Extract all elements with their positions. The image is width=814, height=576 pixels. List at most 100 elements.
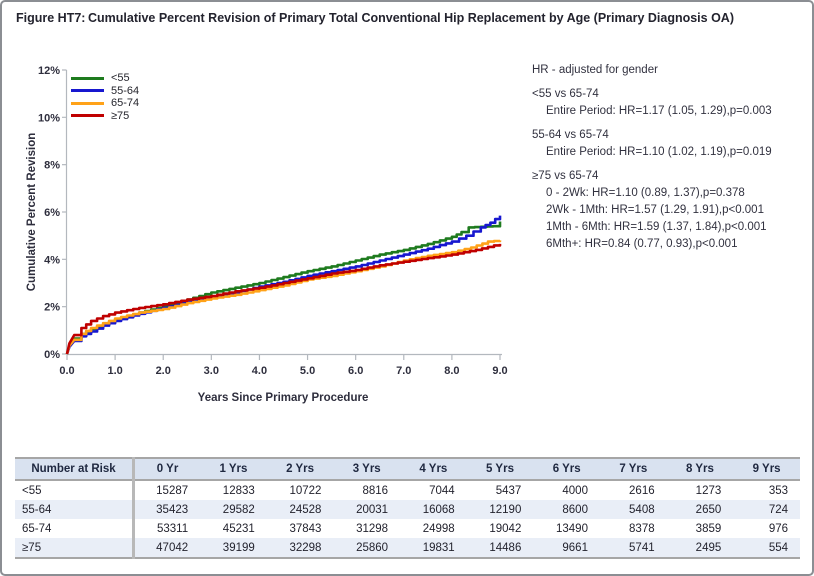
table-cell: 24998 [422,522,455,535]
x-tick-label: 3.0 [204,365,219,377]
figure-number-label: Figure HT7: [16,11,86,25]
hr-group-heading: 55-64 vs 65-74 [532,129,609,141]
legend-item: 65-74 [71,97,139,110]
table-header-year: 2 Yrs [266,457,334,481]
legend-label: <55 [111,72,130,85]
table-cell: 47042 [133,538,201,559]
row-label: <55 [15,480,135,500]
legend-swatch [71,101,104,105]
table-cell: 353 [768,484,788,497]
table-cell: 15287 [156,484,189,497]
table-header-number-at-risk: Number at Risk [15,457,135,481]
table-cell: 24528 [289,503,322,516]
legend-item: ≥75 [71,110,139,123]
hr-stat-line: 6Mth+: HR=0.84 (0.77, 0.93),p<0.001 [546,238,738,250]
table-header-year: 5 Yrs [466,457,534,481]
hr-annotation-title: HR - adjusted for gender [532,64,658,76]
table-cell: 10722 [289,484,322,497]
table-cell: 31298 [356,522,389,535]
legend-swatch [71,76,104,80]
series-curve-75 [65,243,502,355]
table-header-year: 4 Yrs [400,457,467,481]
hr-annotations: HR - adjusted for gender <55 vs 65-74 Enti… [532,63,806,261]
table-cell: 2495 [666,538,734,559]
table-row: 55-64 35423 29582 24528 20031 16068 12190 8600 5… [15,500,800,519]
x-tick-label: 9.0 [492,365,507,377]
hr-annotation-group: 55-64 vs 65-74 Entire Period: HR=1.10 (1.… [532,128,806,159]
table-cell: 4000 [562,484,588,497]
legend-label: 65-74 [111,97,140,110]
table-cell: 554 [733,538,800,559]
x-tick-label: 8.0 [444,365,459,377]
x-tick-label: 2.0 [156,365,171,377]
table-header-year: 3 Yrs [333,457,401,481]
table-cell: 25860 [333,538,401,559]
table-row: <55 15287 12833 10722 8816 7044 5437 4000 2616 12… [15,480,800,500]
row-label: ≥75 [15,538,135,559]
table-cell: 19042 [489,522,522,535]
x-tick-label: 5.0 [300,365,315,377]
table-cell: 8378 [629,522,655,535]
table-cell: 39199 [200,538,267,559]
hr-annotation-group: ≥75 vs 65-74 0 - 2Wk: HR=1.10 (0.89, 1.37… [532,169,806,251]
number-at-risk-table: Number at Risk 0 Yr 1 Yrs 2 Yrs 3 Yrs 4 Yrs 5 … [15,457,800,559]
table-cell: 9661 [533,538,600,559]
x-tick-label: 4.0 [252,365,267,377]
y-tick-label: 0% [44,349,60,361]
table-row: ≥75 47042 39199 32298 25860 19831 14486 9661 574… [15,538,800,559]
table-cell: 8600 [562,503,588,516]
table-cell: 19831 [400,538,467,559]
table-cell: 724 [768,503,788,516]
legend-label: 55-64 [111,84,140,97]
table-cell: 976 [768,522,788,535]
table-cell: 2650 [695,503,722,516]
row-label: 65-74 [15,519,135,538]
hr-stat-line: 1Mth - 6Mth: HR=1.59 (1.37, 1.84),p<0.00… [546,221,767,233]
table-cell: 12833 [222,484,255,497]
table-cell: 14486 [466,538,534,559]
hr-stat-line: 2Wk - 1Mth: HR=1.57 (1.29, 1.91),p<0.001 [546,204,764,216]
table-cell: 3859 [695,522,722,535]
table-header-year: 6 Yrs [533,457,600,481]
hr-stat-line: Entire Period: HR=1.17 (1.05, 1.29),p=0.… [546,105,772,117]
table-cell: 13490 [556,522,588,535]
table-cell: 53311 [157,522,189,535]
table-cell: 45231 [222,522,255,535]
y-axis-title: Cumulative Percent Revision [26,132,38,292]
y-tick-label: 4% [44,254,60,266]
hr-stat-line: 0 - 2Wk: HR=1.10 (0.89, 1.37),p=0.378 [546,187,745,199]
y-tick-label: 12% [38,65,60,77]
table-cell: 2616 [629,484,655,497]
table-header-year: 8 Yrs [666,457,734,481]
table-cell: 1273 [695,484,722,497]
table-cell: 37843 [289,522,322,535]
table-cell: 8816 [362,484,389,497]
y-tick-label: 6% [44,207,60,219]
hr-group-heading: <55 vs 65-74 [532,88,599,100]
legend-item: 55-64 [71,85,139,98]
table-cell: 12190 [489,503,522,516]
x-tick-label: 0.0 [59,365,74,377]
x-axis-title: Years Since Primary Procedure [197,392,369,404]
hr-stat-line: Entire Period: HR=1.10 (1.02, 1.19),p=0.… [546,146,772,158]
table-cell: 5408 [629,503,655,516]
x-tick-label: 7.0 [396,365,411,377]
table-cell: 16068 [422,503,455,516]
hr-annotation-group: <55 vs 65-74 Entire Period: HR=1.17 (1.05… [532,87,806,118]
table-cell: 35423 [156,503,189,516]
y-tick-label: 10% [38,112,60,124]
table-cell: 5741 [599,538,667,559]
table-header-year: 1 Yrs [200,457,267,481]
legend-swatch [71,89,104,93]
figure-title: Figure HT7: Cumulative Percent Revision … [16,10,796,26]
hr-group-heading: ≥75 vs 65-74 [532,170,599,182]
table-cell: 7044 [429,484,455,497]
legend-label: ≥75 [111,109,130,122]
table-header-year: 7 Yrs [599,457,667,481]
x-tick-label: 1.0 [107,365,122,377]
legend-item: <55 [71,72,139,85]
chart-legend: <55 55-64 65-74 ≥75 [71,72,139,122]
y-tick-label: 8% [44,160,60,172]
y-tick-label: 2% [44,302,60,314]
